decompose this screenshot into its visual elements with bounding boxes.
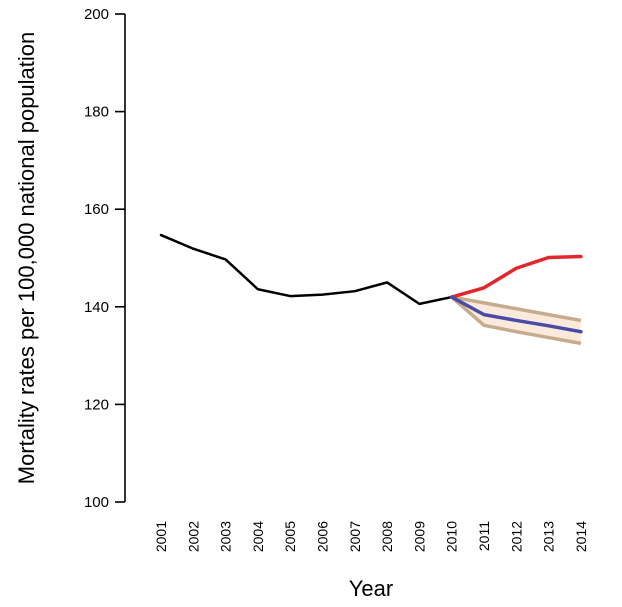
x-tick-label: 2013 (541, 521, 557, 552)
x-tick-label: 2014 (573, 521, 589, 552)
y-ticks: 100 120 140 160 180 200 (84, 6, 125, 511)
y-tick-label: 200 (84, 6, 109, 23)
series-line-1 (449, 254, 583, 299)
band-lower-line (450, 295, 582, 346)
series-lines (159, 233, 583, 334)
x-tick-label: 2009 (411, 521, 427, 552)
y-tick-label: 180 (84, 104, 109, 121)
x-tick-label: 2003 (218, 521, 234, 552)
x-axis-title: Year (349, 576, 393, 601)
x-tick-label: 2008 (379, 521, 395, 552)
y-axis-title: Mortality rates per 100,000 national pop… (14, 32, 39, 485)
band-upper-line (451, 295, 582, 323)
x-tick-label: 2005 (282, 521, 298, 552)
x-tick-label: 2006 (315, 521, 331, 552)
x-tick-label: 2010 (444, 521, 460, 552)
x-tick-label: 2011 (476, 521, 492, 551)
x-tick-label: 2007 (347, 521, 363, 552)
x-tick-label: 2002 (185, 521, 201, 552)
series-line-0 (159, 233, 453, 306)
x-tick-label: 2004 (250, 521, 266, 552)
y-tick-label: 140 (84, 299, 109, 316)
y-tick-label: 100 (84, 494, 109, 511)
y-tick-label: 160 (84, 201, 109, 218)
x-ticks: 2001 2002 2003 2004 2005 2006 2007 2008 2009 2010… (153, 521, 589, 552)
series-line-2 (449, 295, 583, 334)
y-tick-label: 120 (84, 396, 109, 413)
x-tick-label: 2001 (153, 521, 169, 552)
x-tick-label: 2012 (508, 521, 524, 552)
